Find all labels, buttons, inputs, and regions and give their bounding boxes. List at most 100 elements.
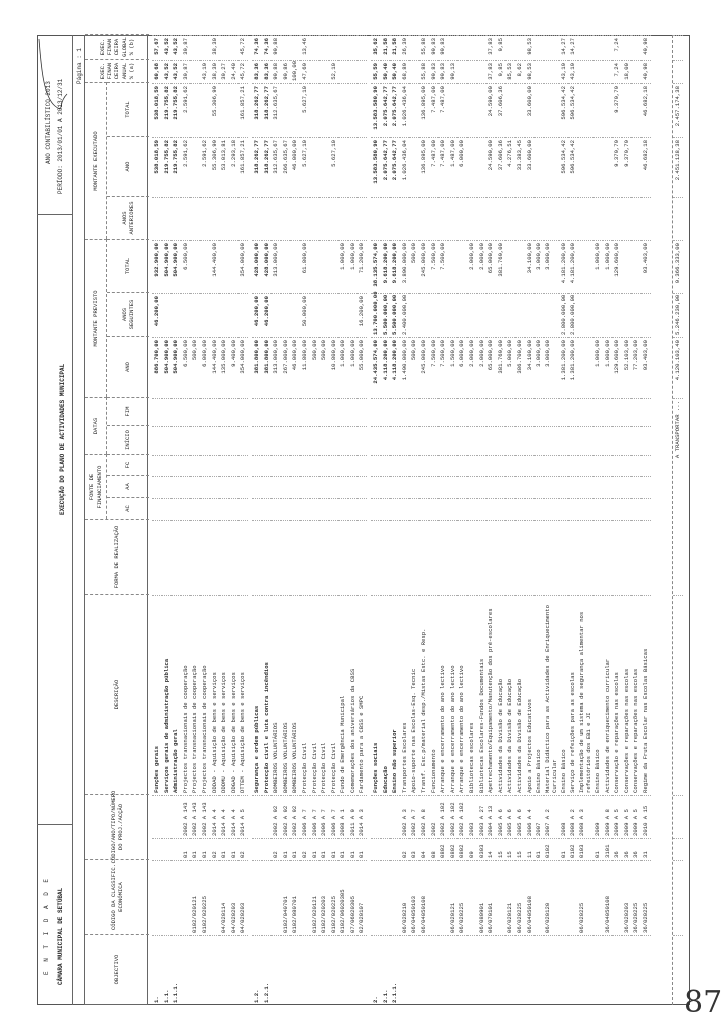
cell-empty [438,520,448,595]
cell-empty [338,426,348,455]
cell-objectivo [457,935,467,1005]
cell-exec-global [347,35,358,60]
cell-me-ano: 219.755,82 [161,137,172,197]
cell-exec-global: 35,62 [371,35,381,60]
totals-mp-seguintes: 5.246.230,00 [673,293,683,337]
cell-objectivo [602,935,613,1005]
cell-mp-seguintes [486,293,496,337]
cell-empty [438,426,448,455]
cell-empty [534,426,544,455]
cell-financiamento: 01 [280,838,291,860]
cell-exec-anual [347,60,358,83]
cell-mp-ano: 6.500,00 [180,337,191,398]
cell-empty [209,197,220,240]
cell-objectivo [409,935,420,1005]
table-row: 07/06020305 01 2011 A 9 Comemorações dos an… [347,35,358,1005]
cell-projecto: 2009 A 8 [602,795,613,838]
cell-financiamento [371,838,381,860]
cell-empty [347,476,358,498]
table-row: 1.1.1. Administração geral 504.900,00 504.9… [171,35,181,1005]
cell-empty [280,498,291,520]
cell-projecto: 2006 A 7 [299,795,310,838]
cell-empty [357,520,368,595]
cell-projecto: 2002 A 102 [438,795,448,838]
cell-empty [228,398,239,426]
cell-mp-ano: 500,00 [309,337,320,398]
cell-empty [271,398,281,426]
cell-mp-seguintes [180,293,191,337]
cell-me-total [505,83,515,137]
cell-descricao: DDDMU - Aquisição de bens e serviços [219,595,229,795]
cell-empty [309,197,320,240]
cell-mp-seguintes: 2.800.000,00 [568,293,578,337]
cell-mp-ano: 144.400,00 [209,337,220,398]
cell-projecto: 2014 A 4 [228,795,239,838]
cell-empty [592,426,603,455]
cell-empty [495,426,506,455]
cell-empty [640,520,651,595]
cell-mp-total: 2.000,00 [476,240,487,293]
cell-descricao: Ensino Básico [558,595,569,795]
cell-empty [419,426,429,455]
cell-empty [199,476,210,498]
cell-objectivo [543,935,559,1005]
cell-projecto: 2004 A 13 [486,795,496,838]
cell-empty [524,197,535,240]
cell-objectivo [228,935,239,1005]
cell-me-ano [602,137,613,197]
cell-empty [347,455,358,476]
cell-me-ano: 5.627,10 [328,137,339,197]
cell-empty [577,520,593,595]
cell-mp-total [319,240,329,293]
cell-empty [428,426,439,455]
cell-classificacao: 06/04050103 [409,860,420,935]
cell-classificacao: 02/020107 [357,860,368,935]
cell-empty [152,197,162,240]
cell-empty [209,476,220,498]
table-row: 02 2006 A 7 Protecção Civil 11.800,00 50.000… [299,35,310,1005]
cell-empty [238,476,248,498]
cell-descricao: Segurança e ordem públicas [251,595,262,795]
cell-financiamento: 36 [612,838,622,860]
cell-mp-total: 9.618.200,00 [390,240,400,293]
cell-classificacao: 0102/020121 [309,860,320,935]
cell-mp-ano: 1.381.200,00 [568,337,578,398]
cell-projecto: 2002 A 8 [419,795,429,838]
cell-empty [299,426,310,455]
cell-empty [152,520,162,595]
cell-empty [390,455,400,476]
cell-descricao: Conservação e reparações nas escolas [612,595,622,795]
cell-descricao: Protecção Civil [328,595,339,795]
cell-empty [438,398,448,426]
cell-mp-ano: 6.000,00 [457,337,467,398]
cell-exec-global: 13,46 [299,35,310,60]
cell-descricao: DDGAD - Aquisição de bens e serviços [228,595,239,795]
cell-me-total: 538.018,59 [152,83,162,137]
cell-projecto: 2008 A 3 [577,795,593,838]
cell-mp-total: 38.135.574,00 [371,240,381,293]
cell-empty [602,520,613,595]
cell-mp-total: 428.000,00 [251,240,262,293]
cell-empty [280,197,291,240]
col-mp-seguintes: ANOS SEGUINTES [107,292,149,336]
cell-me-total: 318.262,77 [251,83,262,137]
cell-descricao: Actividades da Divisão de Educação [514,595,525,795]
cell-exec-anual: 37,83 [486,60,496,83]
table-row: 06/080901 0303 2003 A 27 Bibliotecas Escola… [476,35,487,1005]
cell-empty [399,197,410,240]
entity-name: CÂMARA MUNICIPAL DE SETÚBAL [57,887,64,985]
cell-empty [602,426,613,455]
cell-empty [261,498,272,520]
cell-empty [467,398,477,426]
cell-descricao: Ensino não superior [390,595,400,795]
cell-projecto: 2002 A 3 [399,795,410,838]
cell-empty [228,197,239,240]
cell-mp-ano: 354.000,00 [238,337,248,398]
cell-financiamento: 02 [399,838,410,860]
cell-empty [299,197,310,240]
cell-empty [390,197,400,240]
cell-empty [347,197,358,240]
cell-descricao: Administração geral [171,595,181,795]
cell-me-total: 312.635,67 [271,83,281,137]
cell-objectivo [612,935,622,1005]
